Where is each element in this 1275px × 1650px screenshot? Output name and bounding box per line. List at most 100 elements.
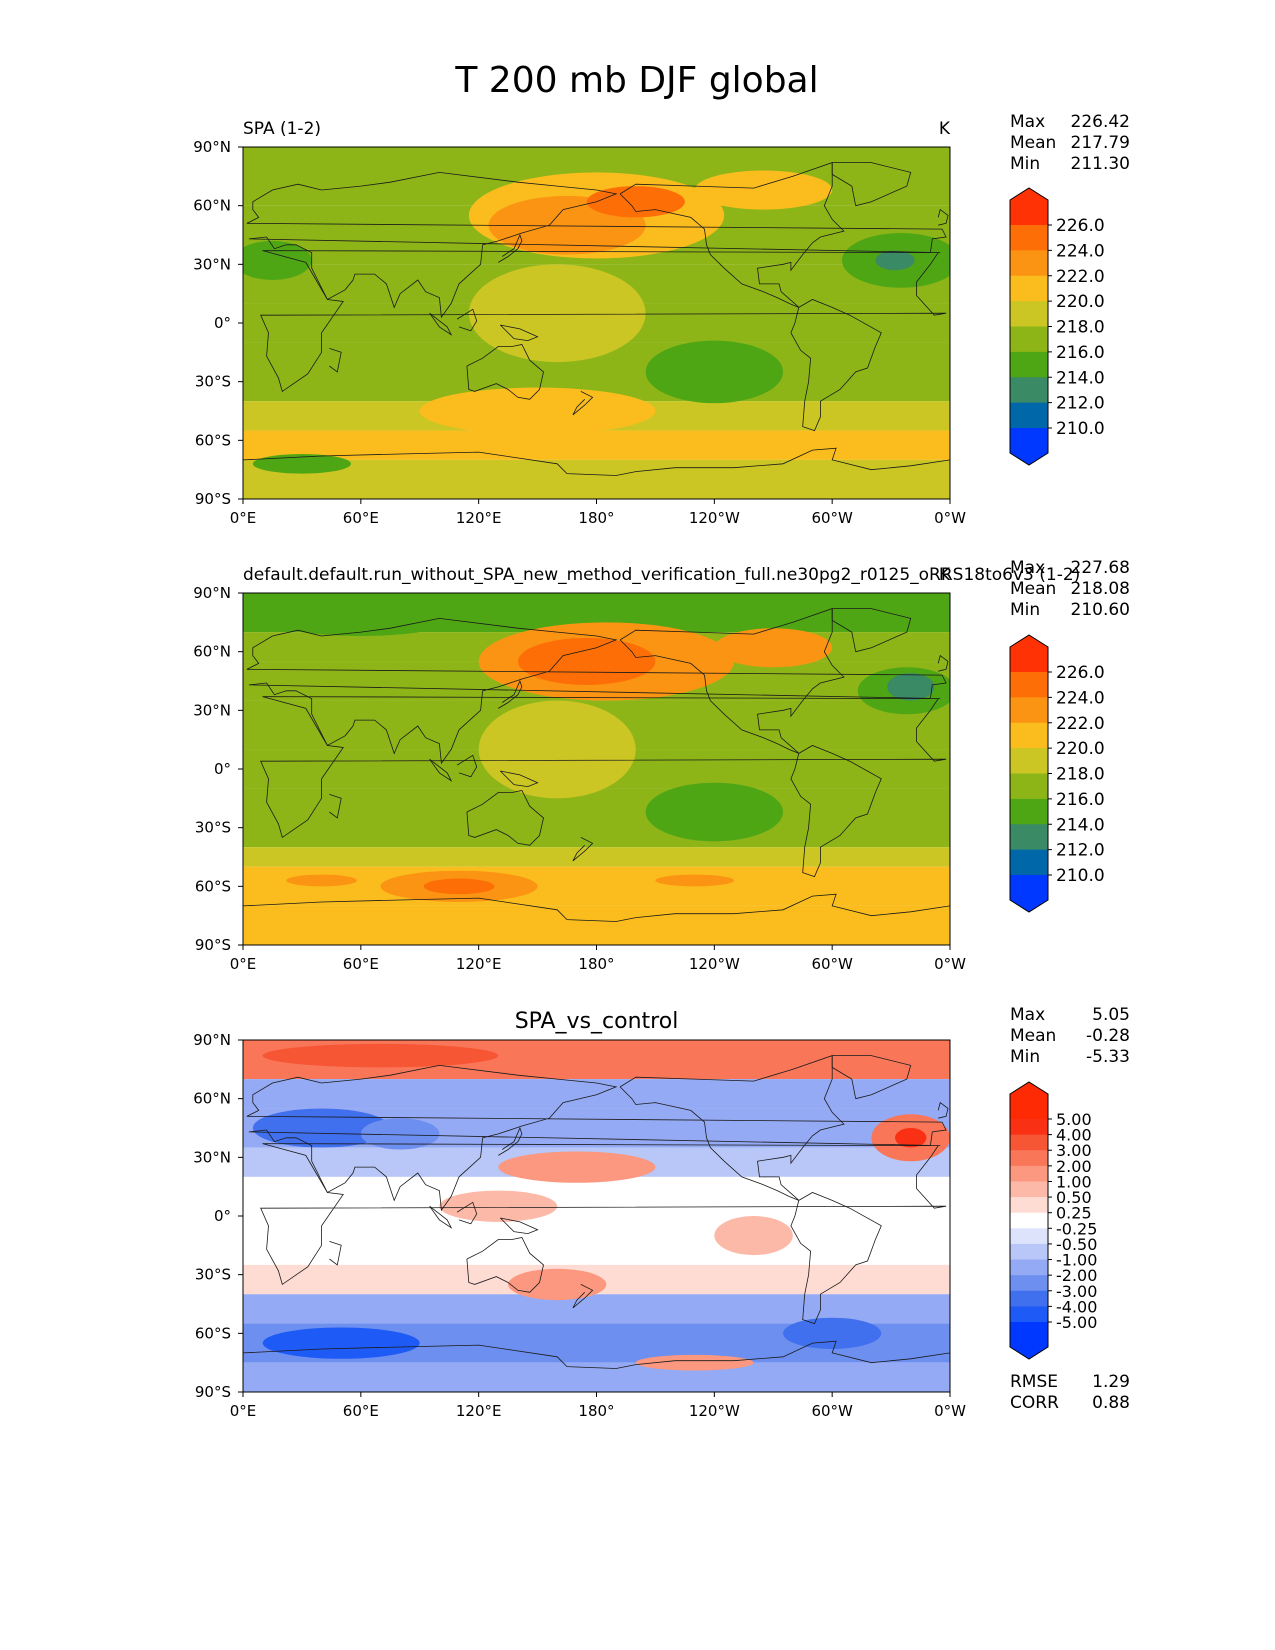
- coastline: [456, 754, 478, 778]
- stat-value: 211.30: [1071, 154, 1130, 174]
- y-tick-label: 60°S: [195, 431, 231, 449]
- y-tick-label: 30°N: [193, 701, 231, 719]
- colorbar: 226.0 224.0 222.0 220.0 218.0 216.0 214.0 212.0…: [1009, 187, 1105, 466]
- colorbar-label: 214.0: [1056, 368, 1105, 388]
- x-tick-label: 60°E: [343, 509, 379, 527]
- colorbar-label: -5.00: [1056, 1313, 1097, 1332]
- y-tick-label: 90°S: [195, 1383, 231, 1401]
- coastline: [246, 617, 947, 765]
- coastline: [429, 1205, 453, 1229]
- colorbar-segment: [1010, 1306, 1048, 1323]
- x-tick-label: 180°: [578, 1402, 614, 1420]
- coastline: [572, 391, 594, 416]
- x-tick-label: 180°: [578, 509, 614, 527]
- coastline: [498, 679, 523, 709]
- contour-blob: [468, 264, 646, 363]
- x-tick-label: 60°W: [811, 509, 853, 527]
- stat-value: 217.79: [1071, 133, 1130, 153]
- x-tick-label: 120°E: [456, 509, 502, 527]
- contour-blob: [478, 700, 636, 799]
- coastline: [831, 1055, 912, 1100]
- contour-blob: [655, 874, 734, 887]
- colorbar-segment: [1010, 1134, 1048, 1151]
- colorbar-label: 210.0: [1056, 866, 1105, 886]
- y-tick-label: 30°N: [193, 255, 231, 273]
- x-tick-label: 60°W: [811, 1402, 853, 1420]
- coastline: [937, 208, 949, 226]
- coastlines: [243, 608, 950, 922]
- colorbar-extend-min: [1010, 1322, 1048, 1359]
- x-tick-label: 0°W: [934, 509, 966, 527]
- colorbar-segment: [1010, 1212, 1048, 1229]
- colorbar-label: 0.50: [1056, 1188, 1092, 1207]
- contour-band: [243, 1362, 950, 1392]
- x-tick-label: 0°W: [934, 1402, 966, 1420]
- colorbar-segment: [1010, 275, 1048, 302]
- panel-title-left: default.default.run_without_SPA_new_meth…: [243, 565, 1080, 585]
- x-tick-label: 60°W: [811, 955, 853, 973]
- stat-label: Min: [1010, 1047, 1040, 1067]
- x-tick-label: 120°W: [689, 955, 740, 973]
- contour-blob: [895, 1128, 927, 1148]
- stat-label: Mean: [1010, 579, 1056, 599]
- stat-label: Max: [1010, 112, 1045, 132]
- colorbar-segment: [1010, 697, 1048, 724]
- coastline: [572, 1284, 594, 1309]
- x-tick-label: 120°W: [689, 1402, 740, 1420]
- stat-label: Max: [1010, 1005, 1045, 1025]
- stat-value: 227.68: [1071, 558, 1130, 578]
- x-tick-label: 60°E: [343, 1402, 379, 1420]
- x-tick-label: 0°E: [230, 509, 257, 527]
- coastlines: [243, 162, 950, 476]
- stat-label: Mean: [1010, 1026, 1056, 1046]
- contour-blob: [714, 1216, 793, 1256]
- colorbar-segment: [1010, 377, 1048, 404]
- contour-band: [243, 905, 950, 945]
- stat-label: Mean: [1010, 133, 1056, 153]
- colorbar-segment: [1010, 1228, 1048, 1245]
- map-panel-reference: 0°E 60°E 120°E 180° 120°W 60°W 0°W 90°N 60°N 30°N…: [193, 558, 1130, 973]
- colorbar-segment: [1010, 1165, 1048, 1182]
- contour-blob: [635, 1354, 754, 1371]
- stat-label: Min: [1010, 600, 1040, 620]
- panel-title-left: SPA (1-2): [243, 119, 321, 139]
- coastline: [500, 1217, 539, 1235]
- colorbar-label: 220.0: [1056, 292, 1105, 312]
- coastline: [937, 1101, 949, 1119]
- coastline: [243, 447, 950, 476]
- contour-field: [243, 147, 950, 499]
- coastline: [831, 162, 912, 207]
- colorbar-segment: [1010, 1243, 1048, 1261]
- y-tick-label: 30°N: [193, 1148, 231, 1166]
- panel-units: K: [939, 119, 951, 139]
- colorbar-label: 214.0: [1056, 815, 1105, 835]
- contour-blob: [286, 874, 357, 887]
- panel-units: K: [939, 565, 951, 585]
- y-tick-label: 90°N: [193, 584, 231, 602]
- x-tick-label: 180°: [578, 955, 614, 973]
- colorbar-extend-max: [1010, 635, 1048, 672]
- contour-blob: [783, 1317, 882, 1349]
- contour-band: [243, 459, 950, 499]
- colorbar-extend-max: [1010, 188, 1048, 225]
- coastline: [790, 1192, 882, 1325]
- colorbar-label: -0.50: [1056, 1235, 1097, 1254]
- colorbar-outline: [1009, 187, 1049, 466]
- coastline: [456, 308, 478, 332]
- colorbar-extend-min: [1010, 875, 1048, 912]
- contour-blob: [586, 186, 685, 218]
- metric-label: RMSE: [1010, 1372, 1058, 1392]
- colorbar-label: 218.0: [1056, 318, 1105, 338]
- coastline: [937, 654, 949, 672]
- colorbar-label: 0.25: [1056, 1204, 1092, 1223]
- colorbar-label: -0.25: [1056, 1219, 1097, 1238]
- panels: 0°E 60°E 120°E 180° 120°W 60°W 0°W 90°N 60°N 30°N…: [193, 112, 1130, 1420]
- coastline: [329, 1241, 342, 1266]
- y-tick-label: 90°N: [193, 1031, 231, 1049]
- stat-value: 210.60: [1071, 600, 1130, 620]
- colorbar-segment: [1010, 402, 1048, 429]
- coastline: [329, 794, 342, 819]
- contour-band: [243, 847, 950, 867]
- stat-value: 218.08: [1071, 579, 1130, 599]
- colorbar-outline: [1009, 634, 1049, 913]
